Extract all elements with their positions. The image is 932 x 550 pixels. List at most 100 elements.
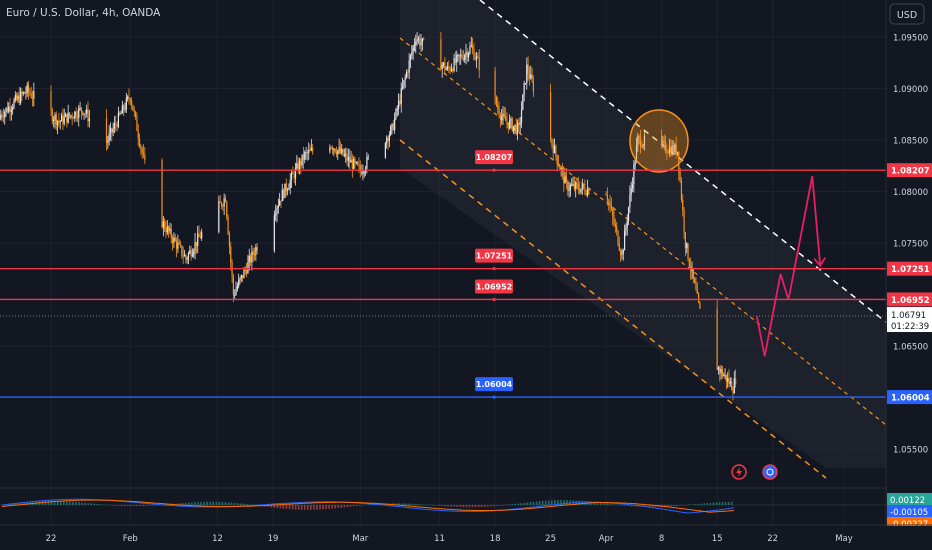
candle-body (136, 116, 138, 131)
candle-body (620, 250, 622, 255)
candle-body (286, 189, 289, 191)
candle-body (115, 123, 117, 125)
time-axis-panel (0, 526, 932, 550)
candle-body (549, 92, 552, 139)
price-axis-level-badge[interactable] (887, 261, 932, 276)
macd-histogram-bar (355, 505, 358, 506)
time-axis-tick-label: Feb (123, 534, 138, 544)
macd-histogram-bar (551, 500, 553, 505)
price-axis-level-badge[interactable] (887, 292, 932, 307)
macd-histogram-bar (371, 504, 373, 505)
time-axis[interactable]: 22 Feb 12 19 Mar 11 18 25 Apr 8 15 22 May (0, 526, 932, 550)
candle-body (33, 91, 35, 99)
price-level-chart-label[interactable] (475, 279, 513, 294)
macd-histogram-bar (435, 505, 437, 506)
candle-body (302, 154, 305, 161)
price-axis-level-badge[interactable] (887, 390, 932, 405)
macd-histogram-bar (20, 502, 22, 505)
price-axis-tick-label: 1.06500 (893, 343, 928, 353)
candle-body (120, 113, 122, 115)
event-icons (731, 464, 778, 480)
candle-body (223, 198, 225, 207)
time-axis-tick-label: 8 (659, 534, 664, 544)
macd-histogram-bar (139, 505, 141, 507)
current-price-badge[interactable] (887, 307, 932, 333)
candle-body (121, 105, 123, 114)
macd-histogram-bar (328, 505, 330, 509)
candle-body (240, 275, 242, 279)
price-axis[interactable]: 1.09500 1.09000 1.08500 1.08000 1.07500 1.065… (885, 0, 932, 530)
candle-body (88, 118, 90, 122)
candle-body (345, 154, 347, 156)
candle-body (134, 111, 137, 117)
candle-body (505, 116, 507, 122)
macd-histogram-bar (401, 503, 404, 505)
candle-body (629, 194, 631, 208)
time-axis-tick-label: 18 (490, 534, 501, 544)
candle-body (512, 126, 515, 131)
candle-body (251, 251, 253, 263)
candle-body (86, 109, 88, 114)
macd-histogram-bar (419, 504, 422, 505)
candle-body (131, 100, 133, 106)
candle-body (51, 110, 53, 121)
projection-arrow[interactable] (755, 175, 826, 357)
candle-body (475, 56, 478, 60)
lightning-bolt-icon (736, 467, 742, 477)
price-axis-tick-label: 1.07500 (893, 240, 928, 250)
macd-value-badge (887, 493, 932, 506)
channel-lower-dashed-line[interactable] (399, 139, 827, 479)
candle-body (675, 144, 677, 155)
macd-histogram-bar (474, 505, 477, 508)
candle-body (80, 107, 82, 112)
candle-body (255, 247, 257, 256)
macd-histogram-bar (50, 500, 53, 505)
candle-body (680, 180, 683, 200)
candle-body (74, 111, 76, 119)
macd-histogram-bar (602, 503, 605, 505)
candle-body (306, 152, 309, 154)
candle-body (111, 128, 113, 133)
candle-body (530, 74, 532, 79)
projection-arrowhead (813, 257, 826, 268)
macd-histogram-bar (53, 500, 56, 505)
candle-body (301, 154, 303, 166)
candle-body (189, 250, 191, 254)
price-level-chart-label[interactable] (475, 377, 513, 392)
highlight-circle[interactable] (629, 109, 689, 173)
macd-histogram-bar (282, 505, 285, 509)
candle-body (239, 278, 241, 281)
candle-body (729, 381, 731, 384)
dividend-icon[interactable] (762, 464, 778, 480)
price-level-chart-label[interactable] (475, 150, 513, 165)
candle-body (411, 52, 413, 56)
candle-body (181, 245, 183, 256)
candle-body (84, 113, 86, 115)
price-axis-level-badge[interactable] (887, 163, 932, 178)
candle-body (420, 42, 422, 46)
currency-button[interactable] (889, 3, 925, 25)
macd-histogram-bar (395, 503, 398, 505)
candle-body (290, 172, 293, 180)
candle-body (64, 113, 67, 117)
macd-histogram-bar (227, 502, 230, 505)
price-level-chart-label[interactable] (475, 248, 513, 263)
macd-histogram-bar (297, 505, 300, 510)
candle-body (185, 255, 187, 259)
candle-body (58, 120, 60, 123)
candle-body (606, 195, 609, 201)
candle-body (409, 55, 412, 61)
candle-body (531, 74, 533, 81)
macd-histogram-bar (267, 505, 269, 507)
projection-path[interactable] (755, 175, 822, 357)
macd-histogram-bar (294, 505, 297, 510)
candle-body (297, 163, 299, 171)
candle-body (83, 113, 85, 115)
time-axis-tick-label: 15 (712, 534, 723, 544)
macd-histogram-bar (303, 505, 306, 510)
macd-histogram-bar (127, 505, 129, 507)
macd-histogram-bar (90, 503, 93, 505)
time-axis-tick-label: 22 (767, 534, 778, 544)
macd-histogram-bar (453, 505, 455, 507)
